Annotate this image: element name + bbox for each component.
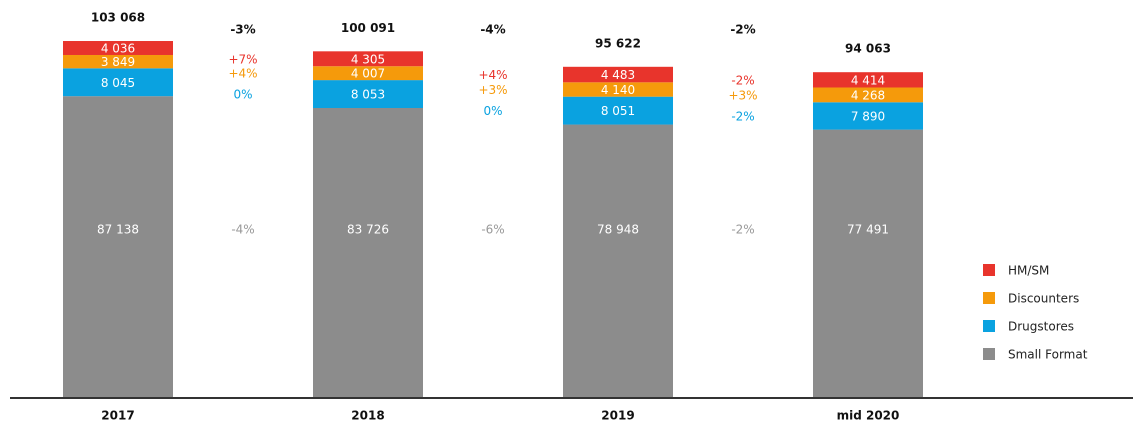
bar-segment [313,108,423,399]
bar-segment [313,51,423,67]
legend-swatch [983,292,995,304]
legend-swatch [983,264,995,276]
value-label: 83 726 [347,223,389,237]
bar-segment [813,87,923,103]
series-change: -6% [481,223,504,237]
value-label: 4 414 [851,73,885,87]
series-change: -4% [231,223,254,237]
legend-label: Drugstores [1008,320,1074,334]
value-label: 3 849 [101,55,135,69]
total-label: 94 063 [845,42,891,56]
series-change: 0% [483,104,502,118]
value-label: 4 036 [101,41,135,55]
series-change: +3% [478,83,507,97]
series-change: -2% [731,109,754,123]
series-change: -2% [731,223,754,237]
value-label: 4 140 [601,83,635,97]
legend-swatch [983,348,995,360]
x-tick-label: 2017 [101,409,134,423]
bar-segment [313,80,423,109]
bar-segment [63,68,173,97]
series-change: +4% [478,68,507,82]
series-change: +3% [728,88,757,102]
x-tick-label: 2018 [351,409,384,423]
legend-label: Small Format [1008,348,1088,362]
value-label: 87 138 [97,223,139,237]
value-label: 78 948 [597,223,639,237]
value-label: 4 305 [351,52,385,66]
value-label: 77 491 [847,223,889,237]
value-label: 4 268 [851,88,885,102]
bar-segment [563,82,673,97]
value-label: 7 890 [851,109,885,123]
total-label: 103 068 [91,11,145,25]
total-label: 100 091 [341,21,395,35]
bar-segment [563,66,673,83]
legend-label: HM/SM [1008,264,1049,278]
value-label: 8 045 [101,76,135,90]
bar-segment [63,96,173,398]
value-label: 4 007 [351,67,385,81]
bar-segment [63,54,173,69]
bar-segment [563,96,673,125]
value-label: 4 483 [601,68,635,82]
x-tick-label: mid 2020 [837,409,900,423]
value-label: 8 053 [351,88,385,102]
bar-segment [313,66,423,81]
total-change: -3% [230,23,255,37]
bar-segment [813,102,923,130]
legend-swatch [983,320,995,332]
bar-segment [63,41,173,55]
bar-segment [813,72,923,88]
x-tick-label: 2019 [601,409,634,423]
series-change: 0% [233,88,252,102]
bar-segment [813,129,923,398]
total-change: -4% [480,23,505,37]
bar-segment [563,124,673,399]
value-label: 8 051 [601,104,635,118]
series-change: +7% [228,52,257,66]
total-change: -2% [730,23,755,37]
total-label: 95 622 [595,36,641,50]
series-change: -2% [731,73,754,87]
legend-label: Discounters [1008,292,1079,306]
series-change: +4% [228,67,257,81]
